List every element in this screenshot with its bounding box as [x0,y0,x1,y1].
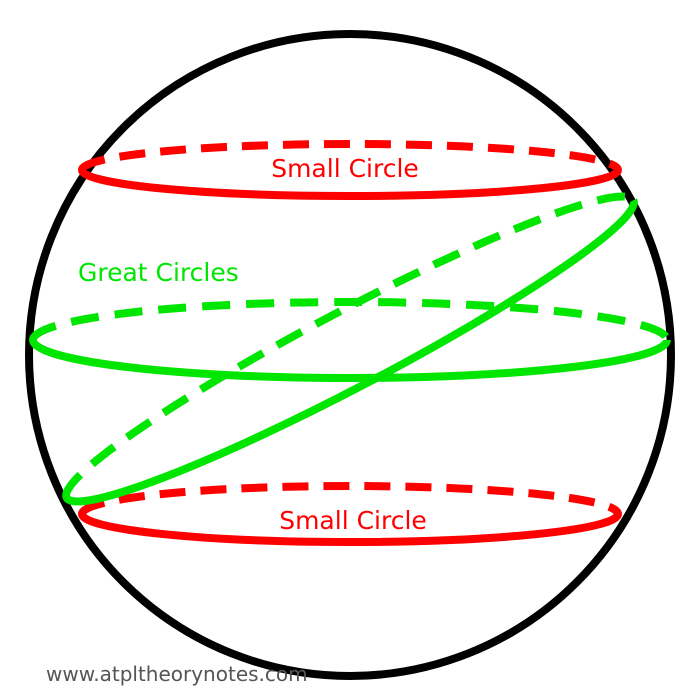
small-circle-top [78,140,622,200]
great-circle-equator [29,298,671,382]
great-circles-label: Great Circles [78,258,239,287]
watermark-text: www.atpltheorynotes.com [46,662,308,686]
great-circle-tilted-front [63,198,638,506]
small-circle-top-back [78,140,622,172]
small-circle-bottom-back [78,482,622,515]
great-circle-tilted [62,192,638,506]
small-circle-bottom [78,482,622,546]
great-circle-equator-back [29,298,671,341]
small-circle-top-front [78,168,622,200]
small-circle-bottom-front [78,513,622,546]
small-circle-top-label: Small Circle [271,154,419,183]
small-circle-bottom-label: Small Circle [279,506,427,535]
sphere-outline [25,30,675,680]
great-circle-equator-front [29,339,671,382]
great-circle-tilted-back [62,192,637,500]
